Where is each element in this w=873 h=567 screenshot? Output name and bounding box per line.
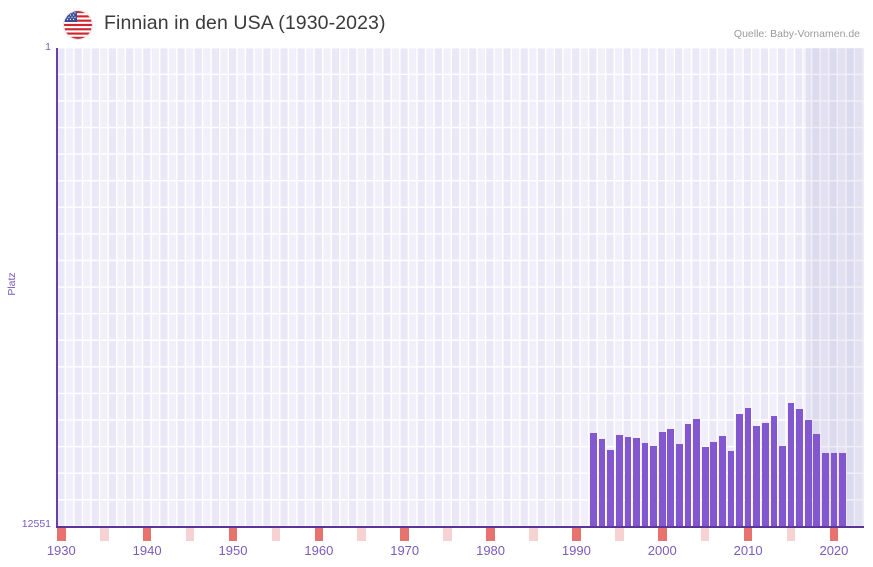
bar[interactable] bbox=[813, 434, 821, 527]
y-axis-bottom-label: 12551 bbox=[21, 518, 51, 530]
x-axis-label-1950: 1950 bbox=[218, 543, 248, 558]
bar[interactable] bbox=[770, 416, 778, 527]
x-tick-minor bbox=[99, 528, 109, 541]
x-axis-label-1970: 1970 bbox=[390, 543, 420, 558]
y-axis-line bbox=[56, 48, 58, 528]
bar[interactable] bbox=[787, 403, 795, 527]
x-axis-label-2000: 2000 bbox=[647, 543, 677, 558]
bar[interactable] bbox=[753, 426, 761, 527]
x-axis-label-2020: 2020 bbox=[819, 543, 849, 558]
x-tick-minor bbox=[271, 528, 281, 541]
bar[interactable] bbox=[633, 438, 640, 527]
x-axis-label-1990: 1990 bbox=[561, 543, 591, 558]
bar[interactable] bbox=[676, 444, 683, 527]
x-tick-minor bbox=[185, 528, 195, 541]
x-tick-major bbox=[400, 528, 409, 541]
bar[interactable] bbox=[822, 453, 829, 527]
x-axis-label-2010: 2010 bbox=[733, 543, 763, 558]
x-axis-label-1960: 1960 bbox=[304, 543, 334, 558]
x-axis-line bbox=[56, 526, 864, 528]
chart-title: Finnian in den USA (1930-2023) bbox=[104, 12, 386, 34]
bar[interactable] bbox=[650, 446, 657, 527]
bar[interactable] bbox=[607, 450, 615, 527]
x-tick-major bbox=[228, 528, 238, 541]
bar[interactable] bbox=[667, 429, 675, 527]
x-axis-tick-marks bbox=[57, 528, 864, 541]
chart-header: Finnian in den USA (1930-2023) Quelle: B… bbox=[0, 0, 873, 48]
bar[interactable] bbox=[590, 433, 597, 527]
x-tick-major bbox=[57, 528, 66, 541]
bar[interactable] bbox=[641, 443, 649, 527]
x-axis-labels: 1930 1940 1950 1960 1970 1980 1990 2000 2010 2020 bbox=[47, 543, 864, 565]
x-tick-major bbox=[486, 528, 495, 541]
bar[interactable] bbox=[701, 447, 709, 527]
source-attribution: Quelle: Baby-Vornamen.de bbox=[733, 28, 860, 40]
x-tick-major bbox=[829, 528, 839, 541]
x-tick-minor bbox=[443, 528, 452, 541]
bar[interactable] bbox=[719, 436, 726, 527]
bar[interactable] bbox=[761, 423, 769, 527]
bar[interactable] bbox=[779, 446, 786, 527]
bar[interactable] bbox=[736, 414, 743, 527]
bar[interactable] bbox=[727, 451, 735, 527]
x-tick-minor bbox=[615, 528, 624, 541]
plot-area bbox=[57, 48, 864, 527]
bar[interactable] bbox=[658, 432, 666, 527]
x-tick-major bbox=[314, 528, 324, 541]
y-axis-top-label: 1 bbox=[45, 41, 51, 53]
usa-flag-icon bbox=[64, 11, 92, 39]
x-tick-major bbox=[657, 528, 667, 541]
x-tick-major bbox=[142, 528, 152, 541]
x-axis-label-1980: 1980 bbox=[476, 543, 506, 558]
bar[interactable] bbox=[804, 420, 812, 527]
bar[interactable] bbox=[684, 424, 692, 527]
bar[interactable] bbox=[624, 437, 632, 527]
x-tick-minor bbox=[357, 528, 367, 541]
bar[interactable] bbox=[598, 439, 606, 527]
x-tick-minor bbox=[786, 528, 796, 541]
y-axis-title: Platz bbox=[6, 272, 18, 296]
bar[interactable] bbox=[744, 408, 752, 527]
bar[interactable] bbox=[839, 453, 846, 527]
bar[interactable] bbox=[710, 442, 718, 527]
bar-series bbox=[57, 48, 864, 527]
x-tick-minor bbox=[529, 528, 538, 541]
bar[interactable] bbox=[796, 409, 803, 527]
bar[interactable] bbox=[830, 453, 838, 527]
bar[interactable] bbox=[693, 419, 700, 527]
x-tick-minor bbox=[700, 528, 710, 541]
x-tick-major bbox=[743, 528, 753, 541]
bar[interactable] bbox=[615, 435, 623, 527]
x-tick-major bbox=[572, 528, 581, 541]
x-axis-label-1940: 1940 bbox=[132, 543, 162, 558]
x-axis-label-1930: 1930 bbox=[46, 543, 76, 558]
grid-lines bbox=[57, 48, 864, 527]
